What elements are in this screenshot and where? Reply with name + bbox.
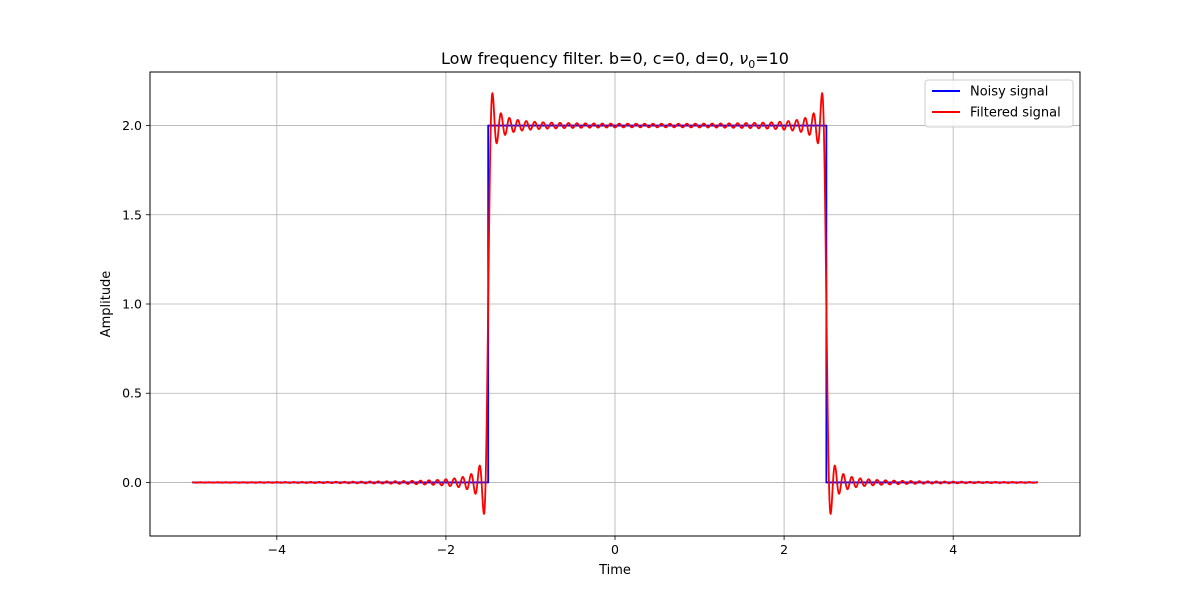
x-tick-label: 2 xyxy=(780,542,788,557)
y-tick-label: 0.0 xyxy=(122,475,142,490)
x-tick-label: −4 xyxy=(268,542,286,557)
y-axis: 0.0 0.5 1.0 1.5 2.0 xyxy=(122,118,150,490)
series-line-filtered-signal xyxy=(191,92,1039,515)
x-axis: −4 −2 0 2 4 xyxy=(268,536,957,557)
y-axis-label: Amplitude xyxy=(99,271,114,338)
legend-box xyxy=(924,79,1074,128)
x-tick-label: 4 xyxy=(949,542,957,557)
legend: Noisy signal Filtered signal xyxy=(924,79,1074,128)
x-axis-label: Time xyxy=(598,563,631,578)
legend-label-filtered-signal: Filtered signal xyxy=(970,106,1061,121)
y-tick-label: 2.0 xyxy=(122,118,142,133)
legend-label-noisy-signal: Noisy signal xyxy=(970,85,1048,100)
y-tick-label: 0.5 xyxy=(122,386,142,401)
y-tick-label: 1.0 xyxy=(122,297,142,312)
y-tick-label: 1.5 xyxy=(122,207,142,222)
x-tick-label: −2 xyxy=(437,542,455,557)
x-tick-label: 0 xyxy=(611,542,619,557)
chart-title: Low frequency filter. b=0, c=0, d=0, ν0=… xyxy=(441,49,789,71)
series-layer xyxy=(191,92,1039,515)
